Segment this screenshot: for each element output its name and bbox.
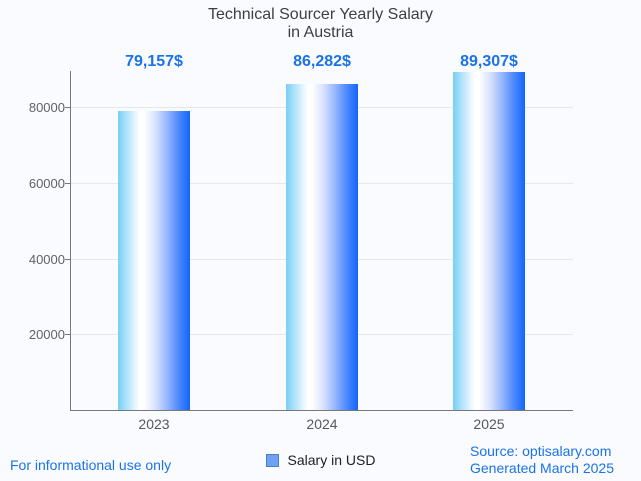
y-tickmark-20000 <box>65 334 70 335</box>
legend-swatch-icon[interactable] <box>265 453 279 467</box>
bar-value-label-2023: 79,157$ <box>125 53 183 70</box>
chart-title: Technical Sourcer Yearly Salary in Austr… <box>0 6 641 42</box>
bar-2024 <box>286 84 358 410</box>
y-tickmark-60000 <box>65 183 70 184</box>
y-tick-label-60000: 60000 <box>28 176 65 191</box>
source-link[interactable]: Source: optisalary.com <box>470 443 612 459</box>
legend: Salary in USD <box>0 452 641 468</box>
bar-value-label-2024: 86,282$ <box>293 53 351 70</box>
generated-date: Generated March 2025 <box>470 460 614 476</box>
y-tick-label-20000: 20000 <box>28 327 65 342</box>
legend-label[interactable]: Salary in USD <box>287 452 376 468</box>
x-category-label-2024: 2024 <box>306 416 338 432</box>
y-axis-line <box>70 71 71 411</box>
y-tickmark-80000 <box>65 107 70 108</box>
disclaimer-text: For informational use only <box>10 457 172 473</box>
chart-title-line1: Technical Sourcer Yearly Salary <box>207 6 433 23</box>
source-credit: Source: optisalary.com Generated March 2… <box>470 443 614 477</box>
x-category-label-2025: 2025 <box>473 416 505 432</box>
bar-2023 <box>118 111 190 410</box>
x-category-label-2023: 2023 <box>138 416 170 432</box>
bar-2025 <box>453 72 525 410</box>
x-axis-line <box>70 410 573 411</box>
bar-value-label-2025: 89,307$ <box>460 53 518 70</box>
y-tick-label-40000: 40000 <box>28 252 65 267</box>
y-tickmark-40000 <box>65 259 70 260</box>
y-tick-label-80000: 80000 <box>28 100 65 115</box>
chart-title-line2: in Austria <box>287 24 354 41</box>
